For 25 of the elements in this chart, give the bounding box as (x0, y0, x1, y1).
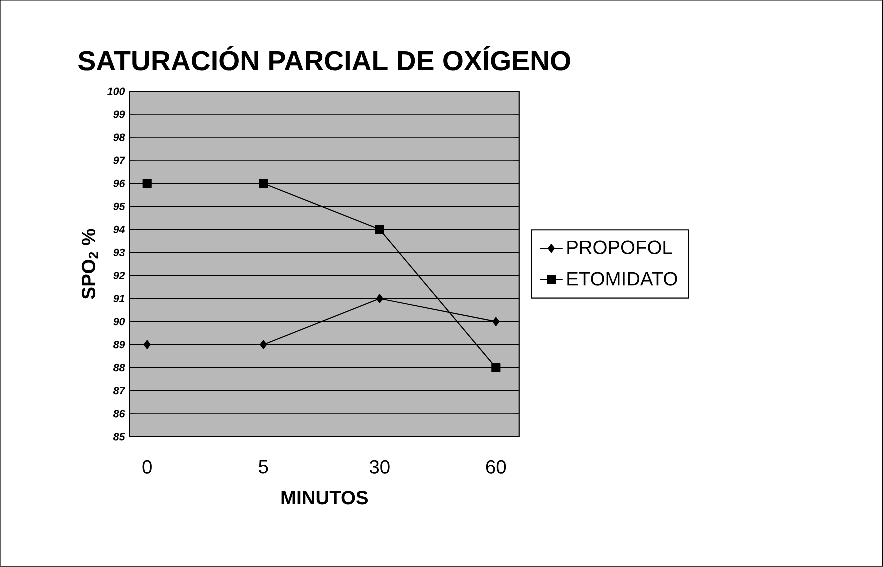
y-axis-title: SPO$_{2}$ % (82, 229, 98, 300)
y-tick-label: 87 (113, 387, 126, 395)
y-tick-label: 93 (114, 248, 126, 257)
legend-label: ETOMIDATO (568, 272, 678, 286)
x-tick-label: 0 (142, 460, 152, 474)
x-tick-label: 60 (486, 460, 506, 474)
chart-title: SATURACIÓN PARCIAL DE OXÍGENO (78, 46, 570, 71)
legend-label: PROPOFOL (568, 240, 672, 254)
y-tick-label: 97 (114, 156, 126, 164)
y-tick-label: 89 (113, 341, 126, 349)
y-tick-label: 88 (113, 364, 126, 372)
y-tick-label: 92 (114, 272, 126, 280)
y-tick-label: 100 (108, 88, 126, 96)
x-tick-label: 30 (370, 460, 390, 474)
y-tick-label: 91 (114, 295, 125, 303)
y-tick-label: 99 (114, 110, 126, 118)
y-tick-label: 98 (114, 134, 126, 142)
y-tick-label: 86 (113, 410, 126, 418)
y-tick-label: 95 (114, 202, 126, 210)
x-axis-title: MINUTOS (282, 491, 368, 505)
y-tick-label: 85 (113, 433, 126, 441)
y-tick-label: 90 (114, 318, 126, 326)
x-tick-label: 5 (259, 460, 268, 474)
y-tick-label: 94 (114, 226, 126, 234)
y-tick-label: 96 (114, 180, 126, 188)
